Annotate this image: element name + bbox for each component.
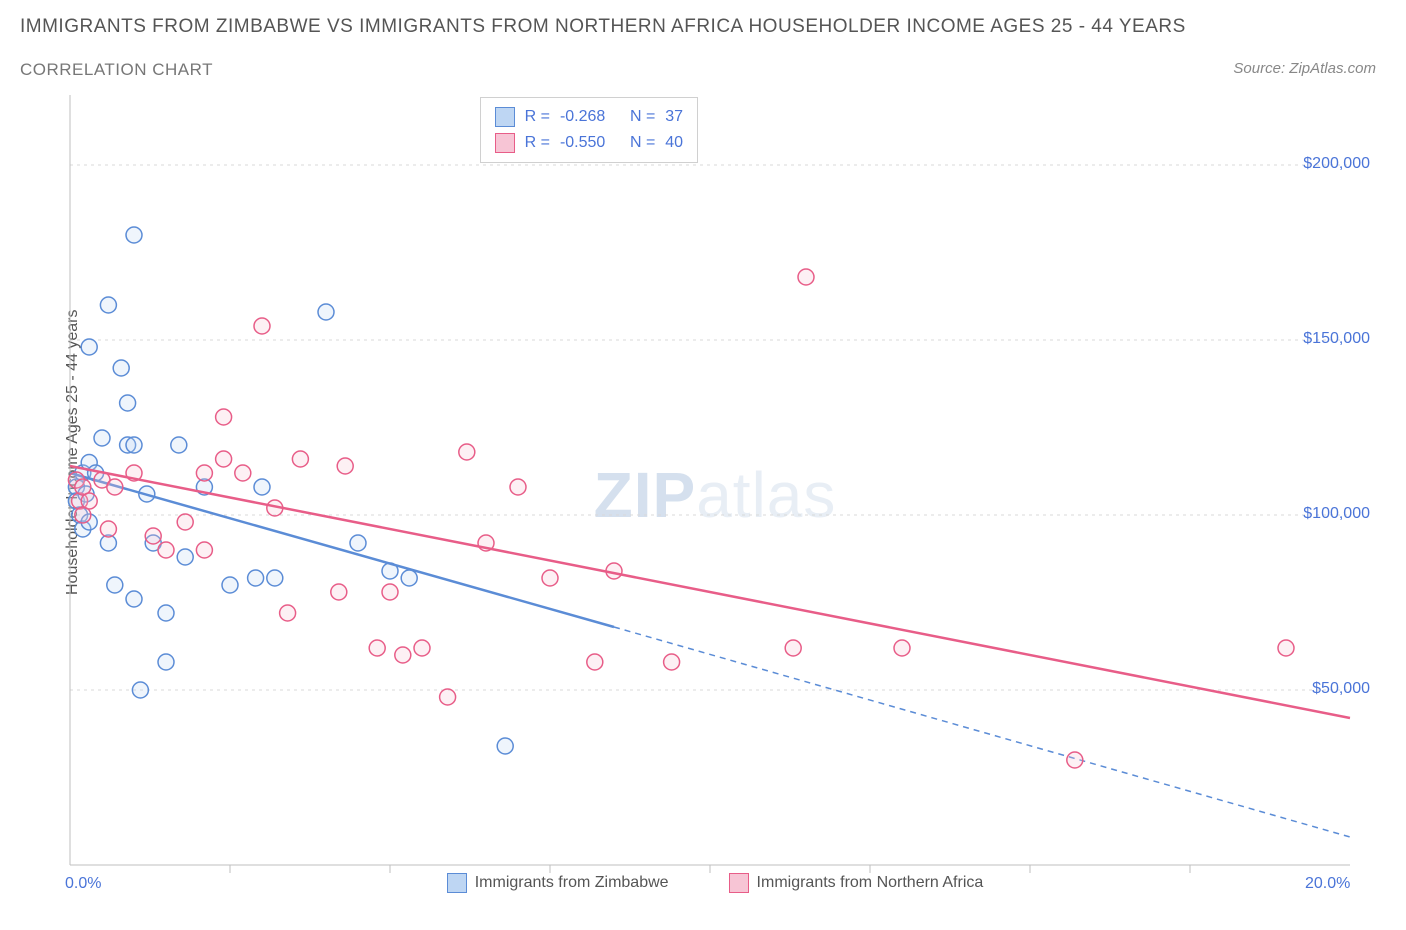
- y-tick-label: $150,000: [1270, 330, 1370, 348]
- x-tick-label: 0.0%: [65, 875, 101, 893]
- x-tick-label: 20.0%: [1305, 875, 1350, 893]
- series-name: Immigrants from Northern Africa: [757, 874, 984, 892]
- n-label: N =: [630, 130, 655, 156]
- r-value: -0.550: [560, 130, 620, 156]
- r-value: -0.268: [560, 104, 620, 130]
- source-attr: Source: ZipAtlas.com: [1233, 60, 1376, 77]
- scatter-chart: [50, 95, 1380, 895]
- source-link[interactable]: ZipAtlas.com: [1289, 60, 1376, 77]
- r-label: R =: [525, 104, 550, 130]
- series-legend-item: Immigrants from Northern Africa: [729, 873, 984, 893]
- y-tick-label: $200,000: [1270, 155, 1370, 173]
- n-value: 37: [665, 104, 683, 130]
- series-legend-item: Immigrants from Zimbabwe: [447, 873, 669, 893]
- legend-swatch: [495, 107, 515, 127]
- legend-swatch: [729, 873, 749, 893]
- r-label: R =: [525, 130, 550, 156]
- source-prefix: Source:: [1233, 60, 1289, 77]
- chart-subtitle: CORRELATION CHART: [20, 60, 213, 80]
- stats-legend-row: R = -0.268 N = 37: [495, 104, 683, 130]
- stats-legend: R = -0.268 N = 37 R = -0.550 N = 40: [480, 97, 698, 163]
- stats-legend-row: R = -0.550 N = 40: [495, 130, 683, 156]
- n-label: N =: [630, 104, 655, 130]
- chart-title: IMMIGRANTS FROM ZIMBABWE VS IMMIGRANTS F…: [20, 16, 1186, 38]
- y-tick-label: $100,000: [1270, 505, 1370, 523]
- legend-swatch: [495, 133, 515, 153]
- plot-area: Householder Income Ages 25 - 44 years ZI…: [50, 95, 1380, 895]
- series-legend: Immigrants from Zimbabwe Immigrants from…: [50, 873, 1380, 893]
- y-tick-label: $50,000: [1270, 680, 1370, 698]
- n-value: 40: [665, 130, 683, 156]
- series-name: Immigrants from Zimbabwe: [475, 874, 669, 892]
- legend-swatch: [447, 873, 467, 893]
